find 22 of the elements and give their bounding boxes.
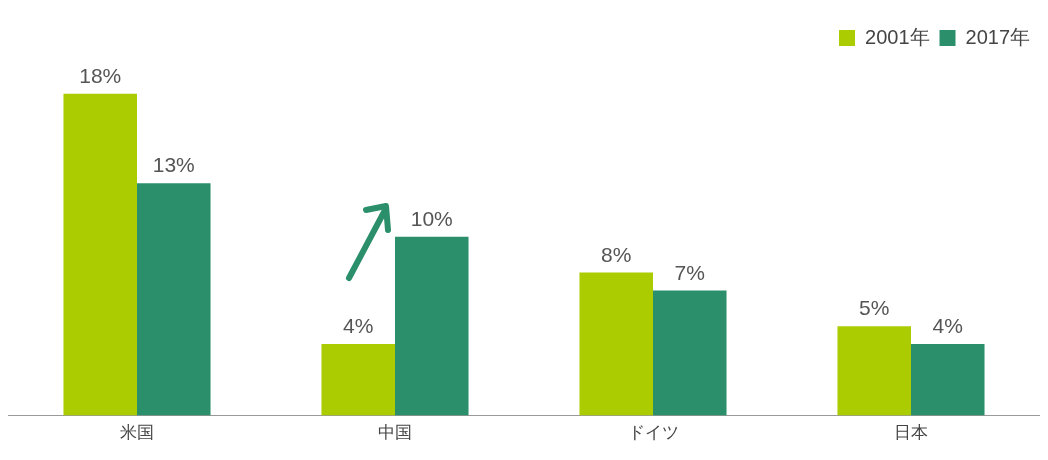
- data-label: 18%: [79, 64, 122, 88]
- x-tick-label: 中国: [378, 423, 412, 443]
- bar: [63, 93, 137, 416]
- legend-label: 2017年: [965, 25, 1031, 48]
- legend-label: 2001年: [865, 25, 930, 48]
- bar: [837, 326, 911, 416]
- bar: [321, 344, 395, 416]
- x-tick-label: 米国: [120, 423, 154, 443]
- bar: [911, 344, 985, 416]
- x-tick-label: ドイツ: [627, 423, 679, 443]
- data-label: 4%: [932, 314, 963, 338]
- data-label: 8%: [601, 242, 632, 266]
- data-label: 4%: [343, 314, 374, 338]
- x-tick-label: 日本: [894, 423, 928, 443]
- bar: [137, 183, 211, 416]
- bar: [395, 236, 469, 416]
- data-label: 13%: [152, 153, 195, 177]
- data-label: 5%: [859, 296, 890, 320]
- bar: [653, 290, 727, 416]
- data-label: 7%: [674, 260, 705, 284]
- data-label: 10%: [410, 207, 453, 231]
- bar: [579, 272, 653, 416]
